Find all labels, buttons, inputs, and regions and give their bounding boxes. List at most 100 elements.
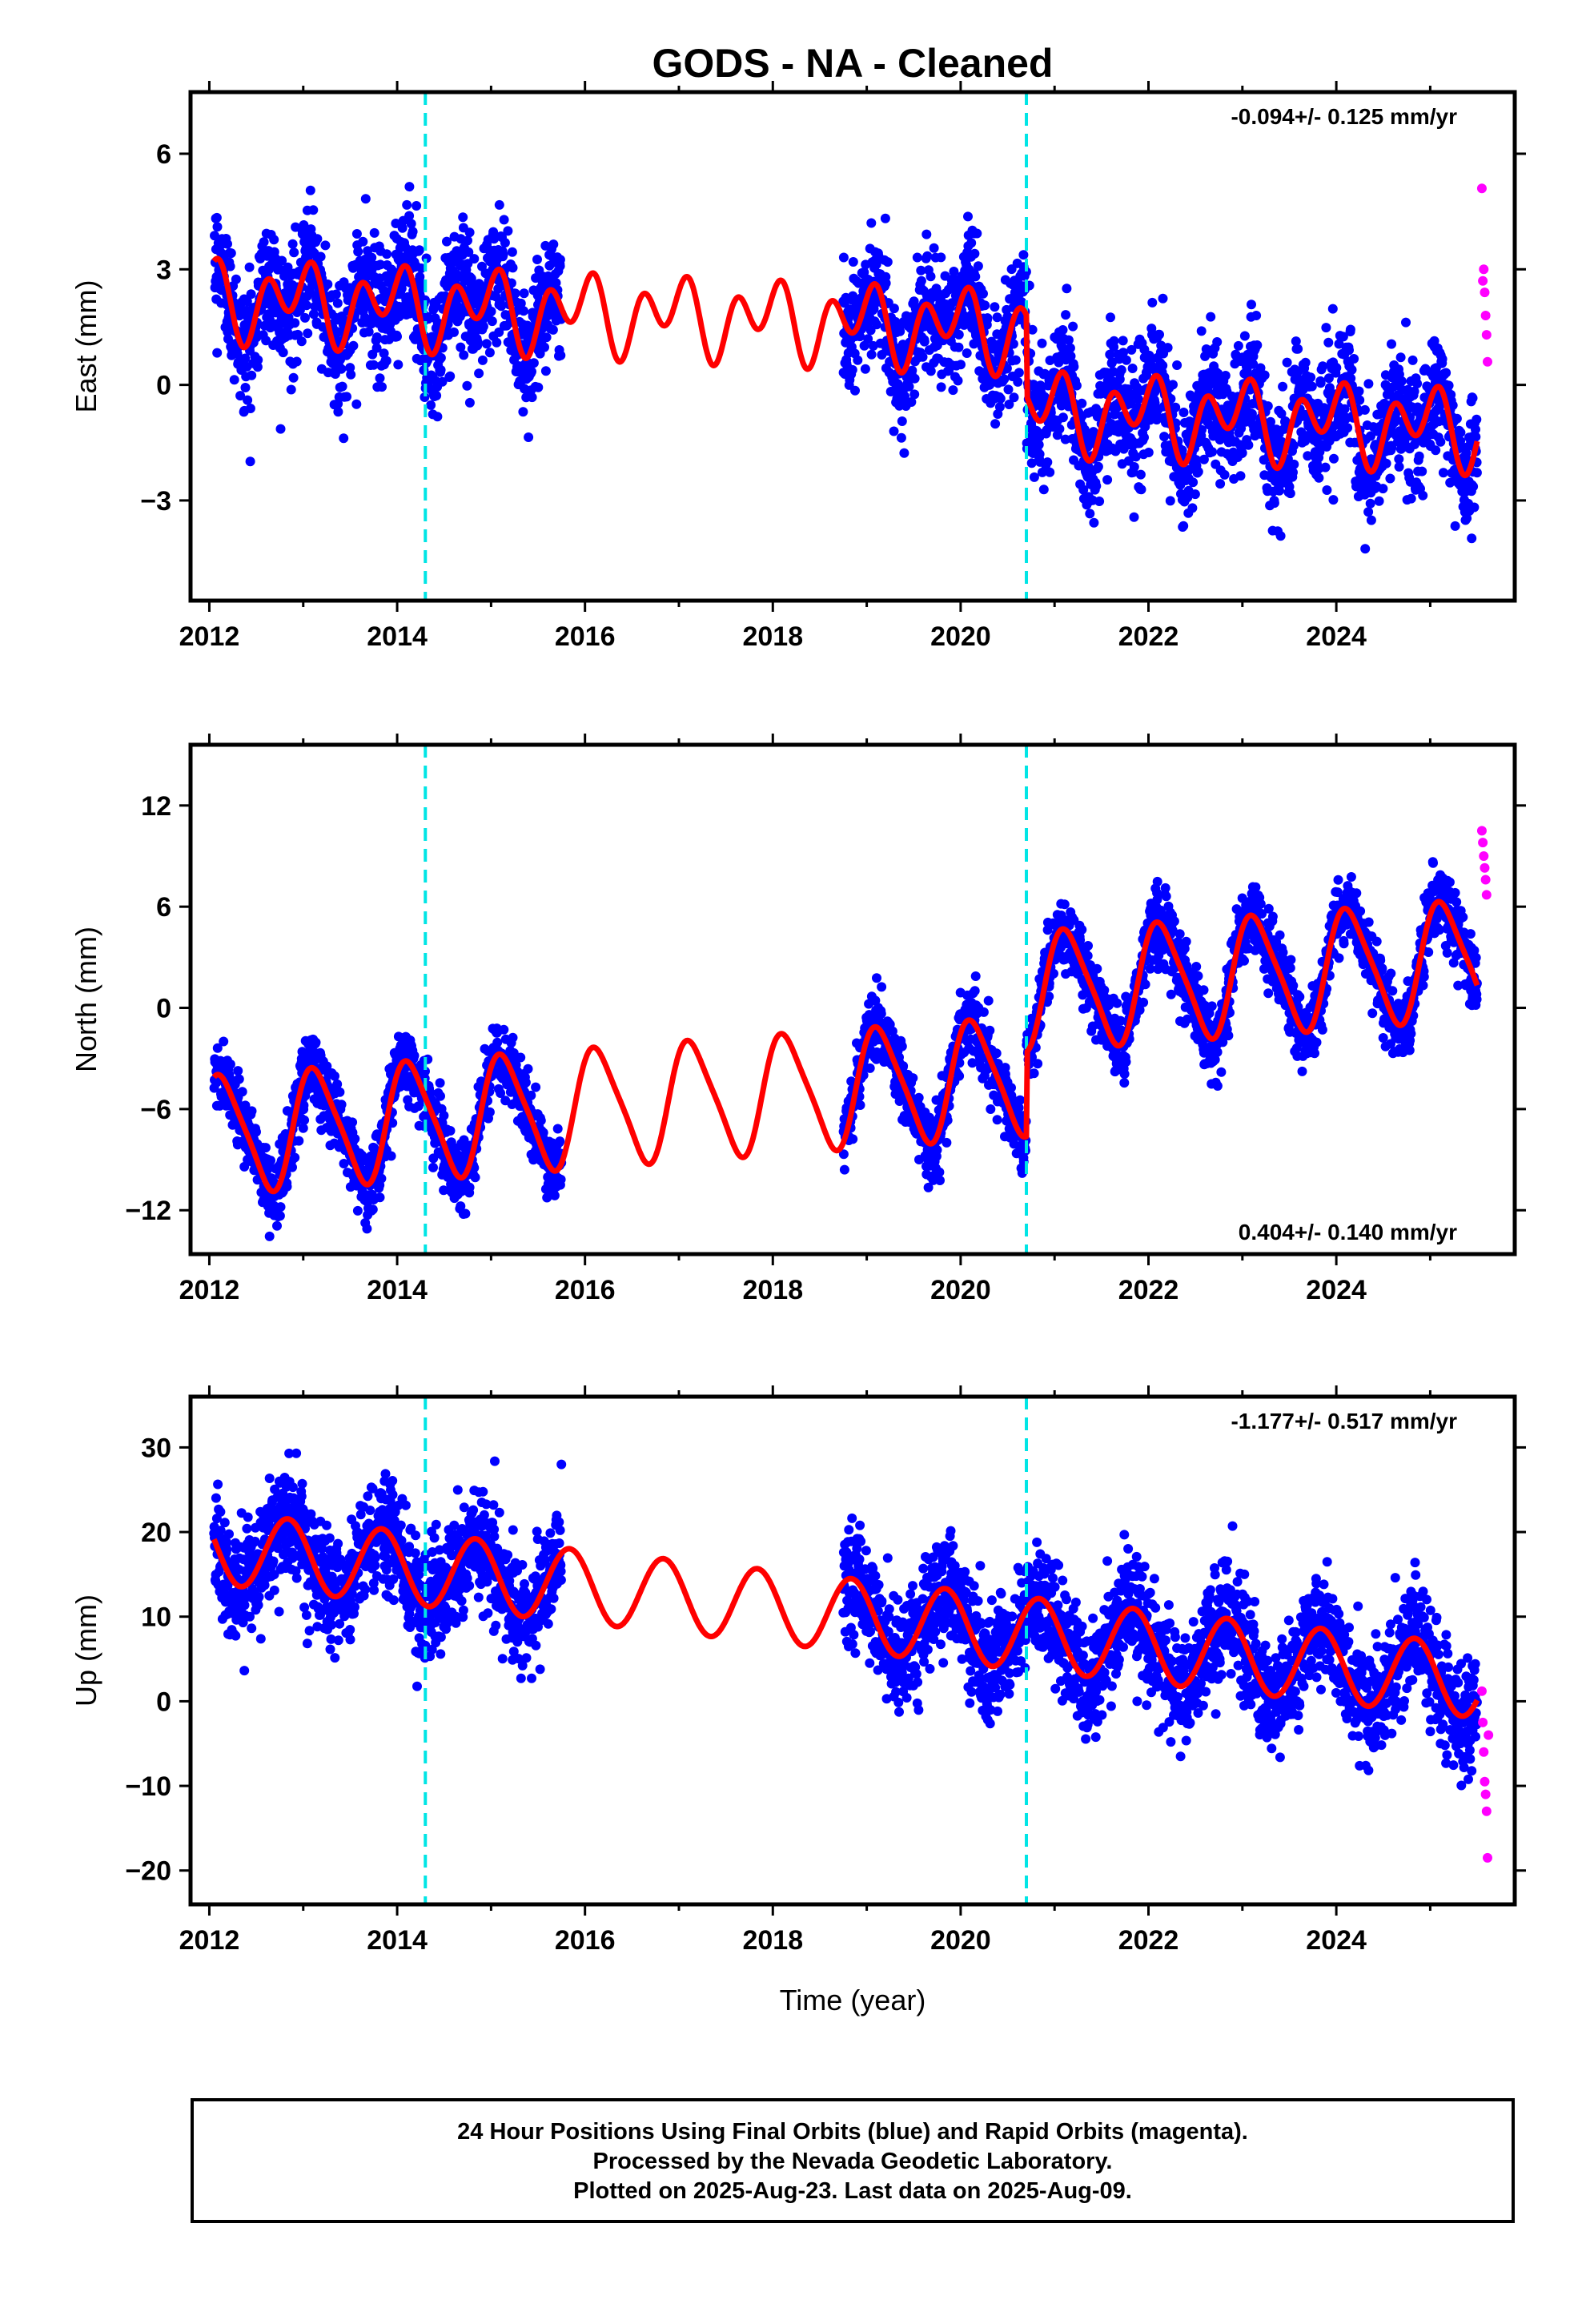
data-point [459,1135,469,1145]
data-point [1339,404,1350,414]
data-point [934,1167,945,1177]
data-point [973,261,983,271]
data-point [1197,424,1207,435]
data-point [990,302,1000,312]
data-point [909,373,920,384]
data-point [1365,498,1375,509]
rapid-orbit-point [1480,311,1491,321]
data-point [351,399,362,409]
data-point [246,289,256,300]
data-point [428,1162,438,1172]
data-point [913,1092,924,1103]
data-point [1207,447,1218,457]
data-point [264,1231,275,1241]
data-point [1004,400,1014,409]
data-point [371,332,382,342]
data-point [899,448,909,458]
data-point [555,1136,565,1147]
data-point [868,340,878,351]
data-point [229,375,239,385]
data-point [496,301,507,312]
data-point [1109,336,1119,346]
data-point [921,229,932,239]
data-point [1013,376,1023,387]
data-point [897,1041,907,1051]
data-point [549,1190,560,1200]
data-point [953,376,963,386]
data-point [404,211,415,221]
data-point [551,278,561,288]
data-point [1121,355,1131,365]
data-point [519,288,529,299]
data-point [863,334,873,344]
plot-frame [188,90,1517,603]
data-point [351,229,362,239]
data-point [866,349,877,360]
data-point [335,1087,345,1097]
data-point [245,456,255,467]
data-point [1091,480,1102,491]
data-point [436,352,446,363]
data-point [1285,489,1295,499]
data-point [1288,467,1298,477]
data-point [1237,448,1247,458]
data-point [331,289,341,300]
data-point [1279,424,1289,434]
data-point [1407,355,1418,365]
data-point [496,1088,506,1098]
data-point [1443,380,1454,391]
data-point [1089,517,1099,528]
data-point [932,1145,942,1155]
data-point [308,309,319,320]
data-point [212,348,223,358]
data-point [408,227,418,237]
data-point [1093,461,1103,472]
data-point [1158,360,1168,371]
data-point [1363,507,1374,517]
data-point [244,262,255,272]
data-point [1472,414,1482,424]
data-point [1452,413,1462,424]
data-point [1127,364,1138,373]
data-point [994,402,1005,412]
data-point [889,426,899,436]
data-point [1009,392,1019,403]
data-point [1303,451,1313,461]
data-point [1276,408,1287,419]
data-point [1385,473,1395,484]
data-point [332,298,343,308]
data-point [1331,363,1342,373]
data-point [481,339,492,349]
data-point [1445,477,1456,488]
data-point [1360,544,1371,554]
data-point [1468,393,1478,404]
data-point [1106,312,1115,323]
data-point [1129,462,1139,472]
data-point [970,271,981,282]
data-point [1061,310,1071,320]
data-point [382,249,392,259]
data-point [531,273,541,283]
data-point [935,1176,945,1185]
data-point [1018,250,1029,260]
x-tick-label: 2022 [1118,621,1179,652]
data-point [416,263,427,273]
data-point [458,212,468,223]
data-point [1320,462,1331,472]
data-point [1126,344,1137,355]
data-point [1071,380,1082,391]
data-point [1327,304,1338,314]
data-point [1199,454,1209,464]
data-point [1037,338,1047,348]
data-point [1187,503,1198,513]
data-point [1168,380,1178,390]
model-curve [211,255,1480,479]
data-point [393,360,404,370]
data-point [1323,337,1334,348]
data-point [404,182,415,192]
data-point [342,392,351,402]
data-point [524,432,534,442]
data-point [358,236,368,247]
rapid-orbit-point [1479,264,1489,275]
data-point [339,1159,349,1168]
